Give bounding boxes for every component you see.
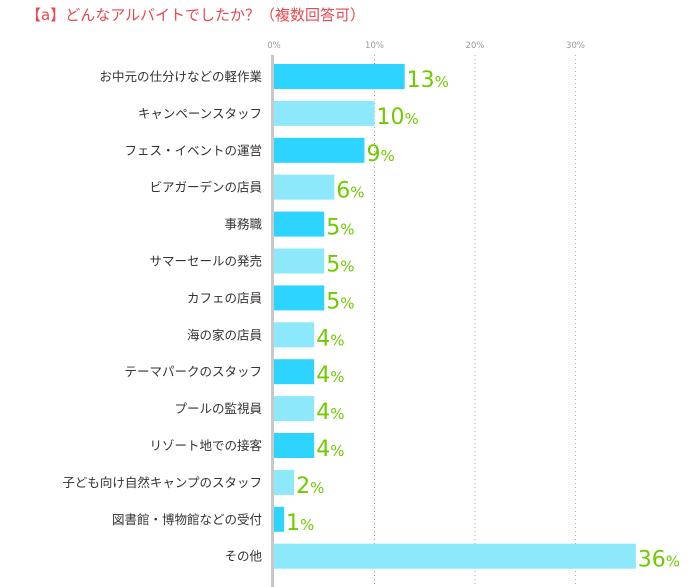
- category-label: カフェの店員: [187, 290, 263, 305]
- value-label: 1%: [286, 511, 314, 536]
- category-label: お中元の仕分けなどの軽作業: [99, 69, 262, 84]
- category-label: リゾート地での接客: [149, 438, 262, 453]
- bar: [274, 506, 285, 532]
- category-label: プールの監視員: [174, 401, 262, 416]
- y-axis-line: [271, 55, 274, 587]
- value-unit: %: [405, 110, 419, 128]
- value-number: 4: [316, 437, 330, 462]
- value-label: 10%: [377, 105, 419, 130]
- chart-title: 【a】どんなアルバイトでしたか？（複数回答可）: [26, 6, 366, 24]
- value-number: 2: [296, 474, 310, 499]
- value-number: 5: [326, 289, 340, 314]
- category-label: サマーセールの発売: [149, 254, 262, 269]
- bar: [274, 211, 325, 237]
- value-unit: %: [380, 147, 394, 165]
- value-number: 5: [326, 253, 340, 278]
- value-label: 5%: [326, 289, 354, 314]
- value-unit: %: [350, 184, 364, 202]
- value-label: 4%: [316, 326, 344, 351]
- value-label: 6%: [336, 179, 364, 204]
- value-number: 9: [366, 142, 380, 167]
- value-unit: %: [330, 368, 344, 386]
- value-unit: %: [330, 442, 344, 460]
- category-label: キャンペーンスタッフ: [138, 106, 262, 121]
- value-label: 13%: [407, 68, 449, 93]
- value-label: 4%: [316, 400, 344, 425]
- value-label: 9%: [366, 142, 394, 167]
- category-label: 子ども向け自然キャンプのスタッフ: [62, 475, 262, 490]
- value-unit: %: [340, 294, 354, 312]
- bar: [274, 469, 295, 495]
- category-label: 事務職: [224, 217, 262, 232]
- value-number: 4: [316, 363, 330, 388]
- bar: [274, 100, 375, 126]
- value-label: 36%: [638, 548, 680, 573]
- value-number: 36: [638, 548, 666, 573]
- category-label: 海の家の店員: [187, 327, 263, 342]
- value-number: 4: [316, 326, 330, 351]
- value-unit: %: [340, 258, 354, 276]
- bar: [274, 322, 315, 348]
- category-label: ビアガーデンの店員: [149, 180, 262, 195]
- bar: [274, 137, 365, 163]
- category-label: 図書館・博物館などの受付: [112, 512, 262, 527]
- bar: [274, 396, 315, 422]
- x-tick-label: 10%: [365, 41, 384, 51]
- x-tick-label: 20%: [466, 41, 485, 51]
- value-number: 6: [336, 179, 350, 204]
- value-label: 2%: [296, 474, 324, 499]
- value-unit: %: [435, 73, 449, 91]
- value-label: 4%: [316, 437, 344, 462]
- bar: [274, 359, 315, 385]
- x-tick-label: 30%: [566, 41, 585, 51]
- bar: [274, 285, 325, 311]
- value-number: 10: [377, 105, 405, 130]
- value-unit: %: [330, 405, 344, 423]
- bar: [274, 64, 405, 89]
- category-label: テーマパークのスタッフ: [124, 364, 262, 379]
- value-number: 5: [326, 216, 340, 241]
- bar: [274, 543, 636, 569]
- value-unit: %: [340, 221, 354, 239]
- bar: [274, 433, 315, 458]
- value-label: 5%: [326, 216, 354, 241]
- value-unit: %: [330, 331, 344, 349]
- bar: [274, 174, 335, 200]
- value-label: 5%: [326, 253, 354, 278]
- value-number: 13: [407, 68, 435, 93]
- value-number: 4: [316, 400, 330, 425]
- x-tick-label: 0%: [267, 41, 281, 51]
- value-number: 1: [286, 511, 300, 536]
- value-unit: %: [310, 479, 324, 497]
- category-label: フェス・イベントの運営: [124, 143, 262, 158]
- bar: [274, 248, 325, 274]
- value-unit: %: [666, 553, 680, 571]
- value-unit: %: [300, 516, 314, 534]
- value-label: 4%: [316, 363, 344, 388]
- category-label: その他: [224, 549, 262, 564]
